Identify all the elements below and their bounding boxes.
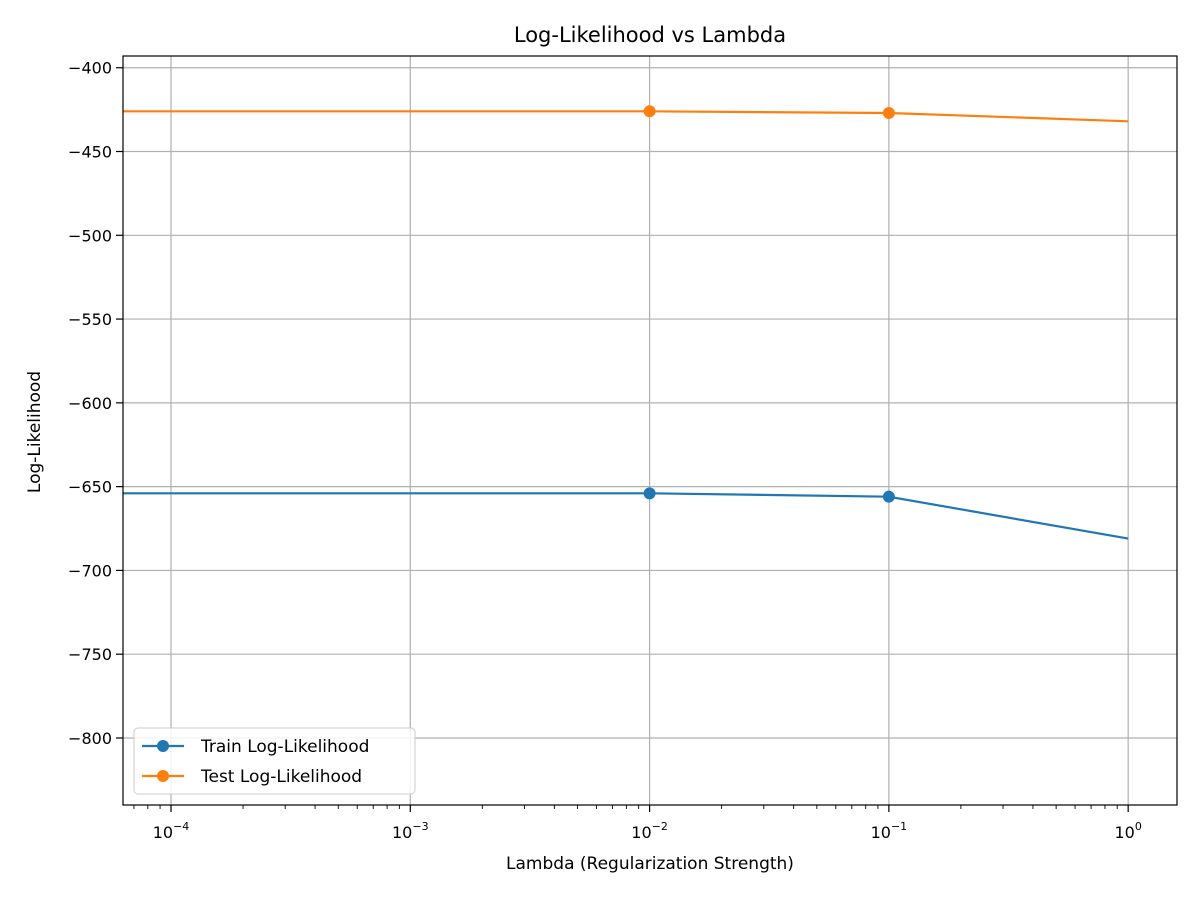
data-point <box>643 105 656 118</box>
x-tick-label: 10−3 <box>392 820 429 842</box>
legend-swatch-marker <box>157 770 169 782</box>
grid-lines <box>123 56 1177 805</box>
legend-box <box>133 727 416 795</box>
x-tick-label: 10−2 <box>631 820 668 842</box>
y-tick-label: −450 <box>68 143 112 162</box>
legend-label: Test Log-Likelihood <box>200 767 362 787</box>
x-tick-label: 10−1 <box>871 820 908 842</box>
series-lines <box>123 110 1129 540</box>
x-axis: 10−4 10−3 10−2 10−1 100 <box>133 805 1142 842</box>
data-point <box>643 487 656 500</box>
y-tick-label: −400 <box>68 59 112 78</box>
y-tick-label: −700 <box>68 561 112 580</box>
legend-swatch-marker <box>157 740 169 752</box>
y-tick-label: −500 <box>68 226 112 245</box>
x-axis-label: Lambda (Regularization Strength) <box>506 854 794 874</box>
x-tick-label: 100 <box>1114 820 1141 842</box>
series-markers <box>643 105 895 503</box>
y-axis-label: Log-Likelihood <box>25 371 45 493</box>
data-point <box>882 106 895 119</box>
y-tick-label: −600 <box>68 394 112 413</box>
series-line-test <box>123 110 1129 123</box>
y-tick-label: −650 <box>68 478 112 497</box>
y-tick-label: −550 <box>68 310 112 329</box>
x-tick-label: 10−4 <box>153 820 190 842</box>
y-tick-label: −750 <box>68 645 112 664</box>
chart-title: Log-Likelihood vs Lambda <box>514 23 786 47</box>
y-tick-label: −800 <box>68 729 112 748</box>
legend: Train Log-Likelihood Test Log-Likelihood <box>133 727 416 795</box>
series-line-train <box>123 492 1129 540</box>
data-point <box>882 490 895 503</box>
legend-label: Train Log-Likelihood <box>200 737 369 757</box>
y-axis: −400 −450 −500 −550 −600 −650 −700 −750 −800 <box>68 59 123 748</box>
